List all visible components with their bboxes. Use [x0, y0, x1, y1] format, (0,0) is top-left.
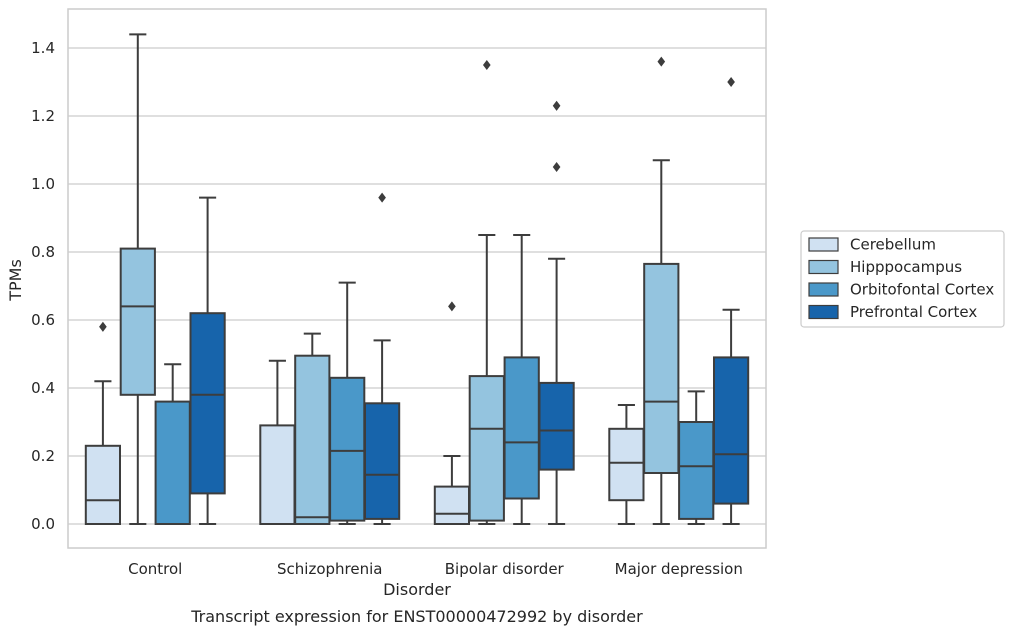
- legend-label: Orbitofontal Cortex: [850, 281, 994, 299]
- box: [154, 400, 191, 526]
- box: [678, 421, 715, 520]
- box: [468, 375, 505, 522]
- plot-area: 0.0 0.2 0.4 0.6 0.8 1.0 1.2 1.4 Control Schizophr…: [6, 8, 1005, 599]
- y-axis-title: TPMs: [6, 259, 25, 302]
- legend-swatch: [808, 237, 839, 252]
- box: [608, 427, 645, 502]
- y-tick-label: 0.4: [31, 379, 55, 397]
- legend-label: Hipppocampus: [850, 258, 962, 276]
- box: [363, 402, 401, 520]
- legend-swatch: [808, 259, 839, 275]
- outlier-point: [448, 301, 456, 312]
- box: [503, 356, 540, 500]
- box: [538, 381, 575, 471]
- chart-caption: Transcript expression for ENST0000047299…: [190, 607, 643, 626]
- outlier-point: [378, 192, 386, 203]
- x-axis-title: Disorder: [383, 580, 451, 599]
- y-tick-label: 0.8: [31, 243, 55, 261]
- legend-label: Cerebellum: [850, 236, 936, 254]
- x-tick-label: Control: [128, 560, 182, 578]
- outlier-point: [482, 59, 491, 71]
- y-tick-label: 1.0: [31, 175, 55, 193]
- y-tick-label: 0.6: [31, 311, 55, 329]
- box: [84, 444, 122, 525]
- legend-label: Prefrontal Cortex: [850, 303, 977, 321]
- box: [294, 354, 331, 526]
- box: [189, 312, 226, 495]
- box: [329, 376, 366, 522]
- box: [119, 247, 156, 396]
- box: [259, 424, 296, 525]
- box: [712, 356, 750, 505]
- outlier-point: [552, 100, 561, 111]
- outlier-point: [727, 76, 735, 88]
- y-tick-label: 1.4: [31, 39, 55, 57]
- y-tick-label: 0.2: [31, 447, 55, 465]
- outlier-point: [657, 56, 666, 67]
- outlier-point: [552, 161, 561, 173]
- x-tick-label: Schizophrenia: [277, 560, 382, 578]
- x-tick-label: Major depression: [615, 560, 743, 578]
- outlier-point: [99, 321, 107, 332]
- plot-frame: [67, 8, 767, 549]
- legend-box: [800, 230, 1005, 328]
- legend-swatch: [808, 304, 839, 320]
- box: [433, 485, 471, 526]
- y-tick-label: 0.0: [31, 515, 55, 533]
- box: [643, 262, 680, 474]
- x-tick-label: Bipolar disorder: [445, 560, 565, 578]
- legend-swatch: [808, 282, 839, 297]
- y-tick-label: 1.2: [31, 107, 55, 125]
